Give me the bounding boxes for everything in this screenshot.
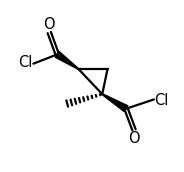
Polygon shape bbox=[102, 94, 128, 112]
Polygon shape bbox=[55, 52, 79, 69]
Text: O: O bbox=[43, 17, 55, 32]
Text: Cl: Cl bbox=[155, 93, 169, 108]
Text: Cl: Cl bbox=[18, 55, 33, 70]
Text: O: O bbox=[128, 131, 140, 146]
